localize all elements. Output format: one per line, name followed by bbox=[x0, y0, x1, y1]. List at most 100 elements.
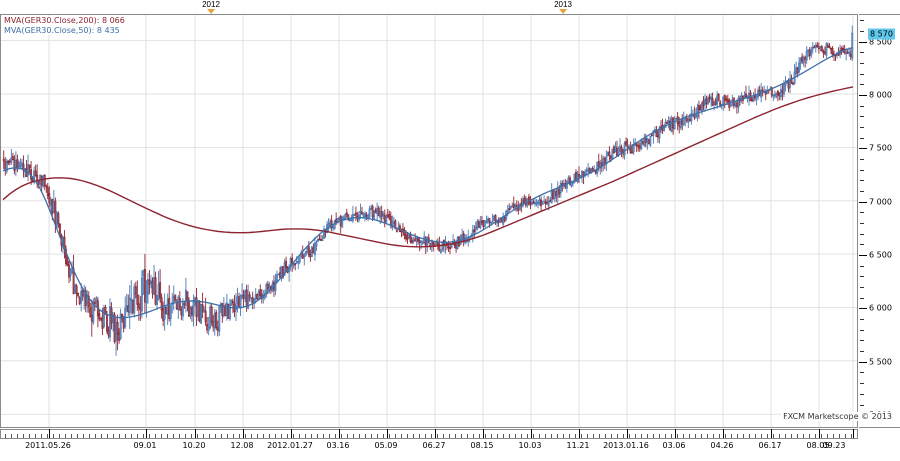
date-axis[interactable]: 2011.05.26 09.01 10.20 12.08 2012.01.27 03.16… bbox=[0, 429, 858, 461]
ohlc-bar bbox=[735, 99, 738, 114]
ohlc-bar bbox=[717, 93, 720, 102]
ohlc-bar bbox=[376, 202, 379, 221]
ohlc-bar bbox=[310, 246, 313, 257]
price-tick-minor bbox=[860, 372, 864, 374]
date-axis-label: 10.20 bbox=[182, 441, 206, 450]
ohlc-bar bbox=[424, 236, 427, 255]
date-tick-minor bbox=[293, 434, 294, 438]
price-tick-minor bbox=[860, 84, 864, 86]
ohlc-bar bbox=[708, 93, 711, 103]
ohlc-bar bbox=[546, 196, 549, 205]
date-tick-minor bbox=[761, 434, 762, 438]
ohlc-bar bbox=[752, 91, 755, 102]
ohlc-bar bbox=[620, 144, 623, 157]
ohlc-bar bbox=[529, 195, 532, 210]
ohlc-bar bbox=[406, 231, 409, 244]
date-tick-minor bbox=[707, 434, 708, 438]
ohlc-bar bbox=[667, 115, 670, 129]
date-tick-major bbox=[146, 429, 147, 438]
ohlc-bar bbox=[702, 96, 705, 111]
ohlc-bar bbox=[383, 209, 386, 228]
date-tick-minor bbox=[311, 434, 312, 438]
chart-plot-area[interactable] bbox=[0, 14, 858, 428]
ohlc-bar bbox=[527, 193, 530, 206]
price-tick-minor bbox=[860, 105, 864, 107]
date-tick-minor bbox=[689, 434, 690, 438]
date-tick-minor bbox=[323, 434, 324, 438]
ohlc-bar bbox=[89, 302, 92, 318]
date-tick-minor bbox=[143, 434, 144, 438]
date-tick-minor bbox=[179, 434, 180, 438]
date-tick-minor bbox=[683, 434, 684, 438]
ohlc-bar bbox=[80, 283, 83, 312]
date-tick-minor bbox=[785, 434, 786, 438]
date-tick-minor bbox=[83, 434, 84, 438]
date-tick-minor bbox=[335, 434, 336, 438]
ohlc-bar bbox=[212, 315, 215, 332]
ohlc-bar bbox=[209, 303, 212, 330]
date-tick-minor bbox=[89, 434, 90, 438]
ohlc-bar bbox=[292, 262, 295, 269]
date-tick-minor bbox=[107, 434, 108, 438]
ohlc-bar bbox=[317, 237, 319, 242]
price-tick-minor bbox=[860, 52, 864, 54]
date-tick-minor bbox=[407, 434, 408, 438]
date-tick-minor bbox=[53, 434, 54, 438]
ohlc-bar bbox=[235, 293, 237, 321]
ohlc-bar bbox=[368, 205, 371, 219]
ohlc-bar bbox=[661, 118, 664, 134]
current-price-badge[interactable]: 8 570 bbox=[868, 28, 895, 40]
ohlc-bar bbox=[663, 124, 665, 132]
ohlc-bar bbox=[438, 236, 441, 252]
ohlc-bar bbox=[681, 114, 684, 131]
ohlc-bar bbox=[4, 157, 7, 176]
date-tick-minor bbox=[149, 434, 150, 438]
ohlc-bar bbox=[544, 198, 547, 209]
ohlc-bar bbox=[541, 200, 544, 205]
ohlc-bar bbox=[827, 42, 829, 48]
ohlc-bar bbox=[254, 288, 257, 304]
ohlc-bar bbox=[612, 144, 615, 154]
ohlc-bar bbox=[804, 55, 807, 68]
ohlc-bar bbox=[773, 90, 776, 99]
ohlc-bar bbox=[491, 213, 494, 223]
date-tick-minor bbox=[509, 434, 510, 438]
ohlc-bar bbox=[728, 98, 731, 112]
price-tick-minor bbox=[860, 127, 864, 128]
ohlc-bar bbox=[473, 225, 476, 240]
date-tick-major bbox=[435, 429, 436, 438]
ohlc-bar bbox=[341, 215, 344, 228]
date-tick-minor bbox=[191, 434, 192, 438]
ohlc-bar bbox=[162, 301, 165, 327]
price-tick-minor bbox=[860, 319, 864, 321]
date-tick-minor bbox=[755, 434, 756, 438]
ohlc-bar bbox=[559, 180, 562, 198]
ohlc-bar bbox=[414, 233, 417, 242]
ohlc-bar bbox=[148, 269, 151, 295]
ohlc-bar bbox=[19, 158, 22, 169]
price-tick-minor bbox=[860, 62, 864, 64]
date-tick-minor bbox=[533, 434, 534, 438]
date-tick-minor bbox=[719, 434, 720, 438]
ohlc-bar bbox=[65, 245, 67, 267]
price-tick-minor bbox=[860, 169, 864, 171]
ohlc-bar bbox=[427, 233, 430, 244]
ohlc-bar bbox=[751, 97, 754, 103]
ohlc-bar bbox=[277, 273, 280, 276]
price-tick-minor bbox=[860, 73, 864, 75]
ohlc-bar bbox=[191, 305, 193, 322]
ohlc-bar bbox=[487, 216, 489, 225]
ohlc-bar bbox=[153, 264, 155, 296]
ohlc-bar bbox=[585, 167, 588, 176]
ohlc-bar bbox=[392, 216, 395, 228]
price-tick-minor bbox=[860, 287, 864, 289]
ohlc-bar bbox=[131, 299, 134, 315]
ohlc-bar bbox=[215, 309, 218, 331]
date-tick-minor bbox=[113, 434, 114, 438]
ohlc-bar bbox=[57, 211, 60, 229]
date-tick-minor bbox=[821, 434, 822, 438]
date-tick-minor bbox=[629, 434, 630, 438]
ohlc-bar bbox=[687, 116, 690, 129]
